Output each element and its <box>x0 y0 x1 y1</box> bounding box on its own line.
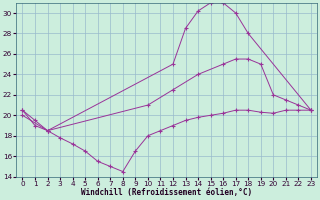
X-axis label: Windchill (Refroidissement éolien,°C): Windchill (Refroidissement éolien,°C) <box>81 188 252 197</box>
